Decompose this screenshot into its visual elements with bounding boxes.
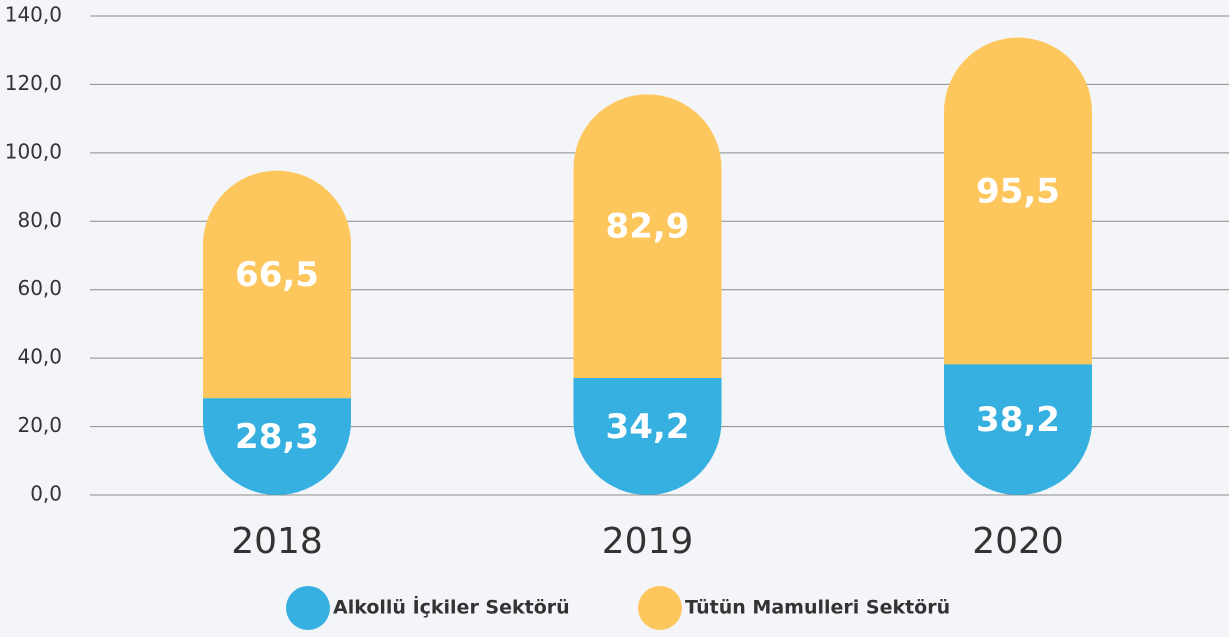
legend-swatch [638,586,682,630]
x-tick-label: 2018 [231,521,323,562]
y-tick-label: 140,0 [5,3,62,27]
x-tick-label: 2019 [602,521,694,562]
bar-segment [203,170,351,399]
data-label: 95,5 [976,171,1060,211]
y-tick-label: 40,0 [17,345,62,369]
bar-segment [573,377,722,496]
y-tick-label: 80,0 [17,208,62,232]
bar-segment [573,94,722,378]
data-label: 28,3 [235,417,319,457]
y-tick-label: 20,0 [17,413,62,437]
bar-segment [203,398,351,495]
legend-label: Tütün Mamulleri Sektörü [685,597,950,619]
data-label: 82,9 [606,207,690,247]
y-tick-label: 100,0 [5,139,62,163]
y-tick-label: 0,0 [30,482,62,506]
bar-segment [944,37,1092,365]
bar-segment [944,364,1092,495]
legend-swatch [286,586,330,630]
data-label: 66,5 [235,255,319,295]
data-label: 38,2 [976,400,1060,440]
y-tick-label: 120,0 [5,71,62,95]
y-tick-label: 60,0 [17,276,62,300]
legend-label: Alkollü İçkiler Sektörü [333,595,570,619]
data-label: 34,2 [606,407,690,447]
x-tick-label: 2020 [972,521,1064,562]
